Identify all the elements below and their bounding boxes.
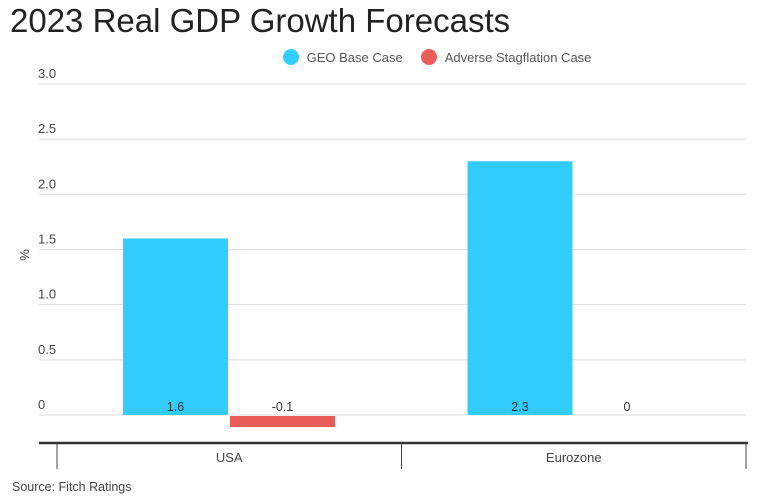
data-label: 2.3 (511, 400, 528, 414)
bar-geo-base-case (123, 238, 228, 415)
chart-title: 2023 Real GDP Growth Forecasts (10, 2, 511, 39)
data-label: -0.1 (272, 400, 294, 414)
y-tick-label: 2.0 (38, 176, 56, 191)
y-tick-label: 3.0 (38, 66, 56, 81)
legend: GEO Base Case Adverse Stagflation Case (0, 49, 774, 65)
legend-label-base: GEO Base Case (306, 49, 403, 65)
data-label: 1.6 (167, 400, 184, 414)
legend-swatch-adverse (420, 49, 437, 65)
legend-label-adverse: Adverse Stagflation Case (444, 49, 592, 65)
y-axis-label: % (17, 249, 32, 261)
x-tick-label: USA (216, 450, 243, 465)
bar-geo-base-case (467, 161, 573, 415)
y-tick-label: 0.5 (38, 342, 56, 357)
y-tick-label: 2.5 (38, 121, 56, 136)
source-note: Source: Fitch Ratings (12, 480, 132, 494)
x-tick-label: Eurozone (546, 450, 602, 465)
legend-item-adverse[interactable]: Adverse Stagflation Case (420, 49, 592, 65)
data-label: 0 (624, 400, 631, 414)
bar-adverse-stagflation-case (230, 416, 335, 428)
y-tick-label: 1.5 (38, 232, 56, 247)
y-tick-label: 1.0 (38, 287, 56, 302)
legend-swatch-base (282, 49, 299, 65)
legend-item-base[interactable]: GEO Base Case (282, 49, 403, 65)
y-tick-label: 0 (38, 397, 45, 412)
